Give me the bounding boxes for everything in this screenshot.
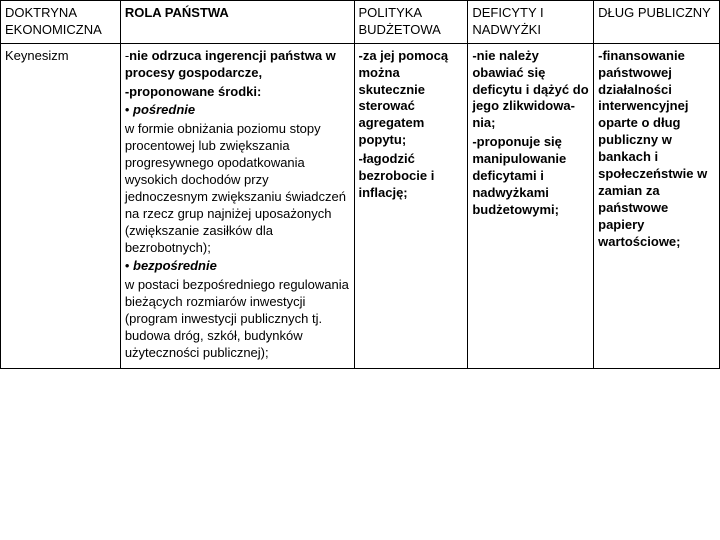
rola-para2: w postaci bezpośredniego regulowania bie… — [125, 277, 350, 361]
rola-b2: bezpośrednie — [133, 258, 217, 273]
cell-dlug: -finansowanie państwowej działalności in… — [594, 43, 720, 368]
rola-para1: w formie obniżania poziomu stopy procent… — [125, 121, 350, 256]
rola-bullet1: • pośrednie — [125, 102, 350, 119]
header-dlug: DŁUG PUBLICZNY — [594, 1, 720, 44]
table-row: Keynesizm -nie odrzuca ingerencji państw… — [1, 43, 720, 368]
polityka-line1: -za jej pomocą można skutecznie sterować… — [359, 48, 464, 149]
dlug-line: -finansowanie państwowej działalności in… — [598, 48, 715, 251]
polityka-line2: -łagodzić bezrobocie i inflację; — [359, 151, 464, 202]
rola-line1: -nie odrzuca ingerencji państwa w proces… — [125, 48, 350, 82]
cell-polityka: -za jej pomocą można skutecznie sterować… — [354, 43, 468, 368]
rola-l1: nie odrzuca ingerencji państwa w procesy… — [125, 48, 336, 80]
economics-table: DOKTRYNA EKONOMICZNA ROLA PAŃSTWA POLITY… — [0, 0, 720, 369]
deficyty-line1: -nie należy obawiać się deficytu i dążyć… — [472, 48, 589, 132]
header-polityka: POLITYKA BUDŻETOWA — [354, 1, 468, 44]
header-doktryna: DOKTRYNA EKONOMICZNA — [1, 1, 121, 44]
bullet: • — [125, 258, 133, 273]
cell-rola: -nie odrzuca ingerencji państwa w proces… — [120, 43, 354, 368]
header-deficyty: DEFICYTY I NADWYŻKI — [468, 1, 594, 44]
bullet: • — [125, 102, 133, 117]
cell-doktryna: Keynesizm — [1, 43, 121, 368]
rola-b1: pośrednie — [133, 102, 195, 117]
header-rola: ROLA PAŃSTWA — [120, 1, 354, 44]
rola-bullet2: • bezpośrednie — [125, 258, 350, 275]
header-row: DOKTRYNA EKONOMICZNA ROLA PAŃSTWA POLITY… — [1, 1, 720, 44]
deficyty-line2: -proponuje się manipulowanie deficytami … — [472, 134, 589, 218]
rola-line2: -proponowane środki: — [125, 84, 350, 101]
cell-deficyty: -nie należy obawiać się deficytu i dążyć… — [468, 43, 594, 368]
